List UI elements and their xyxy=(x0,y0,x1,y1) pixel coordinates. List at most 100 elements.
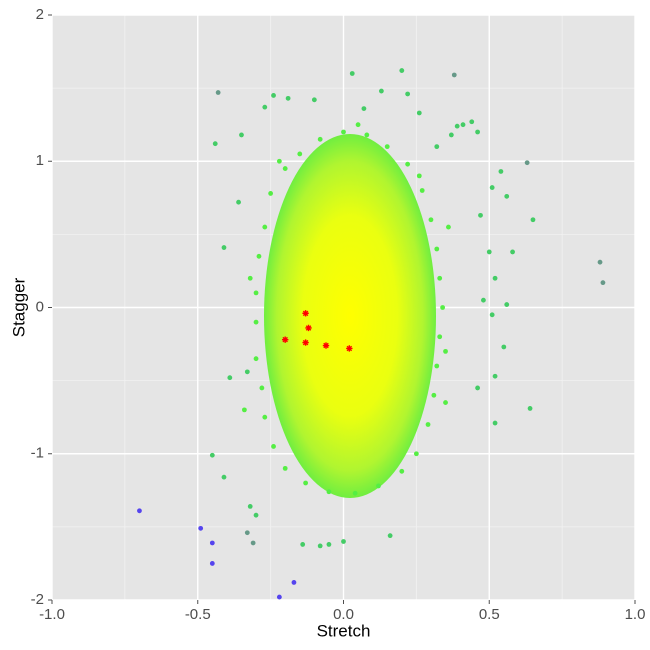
point xyxy=(256,253,262,259)
point xyxy=(341,539,346,544)
point xyxy=(481,297,486,303)
y-tick-label: 2 xyxy=(36,6,44,23)
point xyxy=(501,344,507,350)
point xyxy=(239,132,244,138)
point xyxy=(285,95,291,101)
points xyxy=(137,68,606,600)
point xyxy=(262,414,268,420)
point xyxy=(221,245,227,250)
highlight-point xyxy=(305,324,312,332)
point xyxy=(437,275,443,281)
point xyxy=(419,188,425,193)
point xyxy=(247,275,253,281)
point xyxy=(448,132,454,138)
point xyxy=(376,483,381,489)
point xyxy=(262,224,268,230)
point xyxy=(405,161,411,167)
point xyxy=(443,348,448,354)
highlight-point xyxy=(282,336,289,343)
point xyxy=(399,68,405,73)
point xyxy=(259,385,265,391)
y-tick-label: -2 xyxy=(31,591,44,608)
point xyxy=(492,275,498,281)
y-tick-label: -1 xyxy=(31,445,44,462)
point xyxy=(443,400,448,405)
point xyxy=(209,540,215,546)
point xyxy=(475,129,480,135)
point xyxy=(341,129,346,135)
point xyxy=(241,407,247,413)
x-tick-label: -1.0 xyxy=(39,606,65,623)
point xyxy=(244,369,250,375)
point xyxy=(524,160,530,166)
point xyxy=(253,512,259,518)
point xyxy=(486,249,492,255)
y-tick-label: 0 xyxy=(36,298,44,315)
point xyxy=(364,132,370,138)
point xyxy=(489,312,495,318)
point xyxy=(221,474,227,480)
point xyxy=(425,422,431,427)
point xyxy=(268,191,274,196)
point xyxy=(349,71,355,76)
point xyxy=(227,375,233,381)
point xyxy=(446,224,451,230)
point xyxy=(209,561,215,566)
point xyxy=(387,533,393,539)
point xyxy=(276,158,282,164)
point xyxy=(300,542,306,547)
point xyxy=(451,72,457,78)
point xyxy=(428,217,434,223)
point xyxy=(492,373,498,379)
point xyxy=(489,185,495,190)
point xyxy=(416,173,422,179)
point xyxy=(209,452,215,458)
point xyxy=(454,123,460,129)
point xyxy=(253,290,259,296)
point xyxy=(475,385,480,391)
point xyxy=(498,169,504,174)
point xyxy=(212,141,218,147)
point xyxy=(326,542,332,547)
point xyxy=(247,504,253,509)
point xyxy=(250,540,256,546)
point xyxy=(326,489,332,495)
point xyxy=(416,110,422,116)
axes: -1.0 -0.5 0.0 0.5 1.0 -2 -1 0 1 2 xyxy=(31,6,646,623)
x-tick-label: 0.5 xyxy=(479,606,500,623)
point xyxy=(253,319,259,325)
x-tick-label: 0.0 xyxy=(333,606,354,623)
point xyxy=(317,543,323,549)
point xyxy=(378,88,384,94)
point xyxy=(413,451,419,457)
point xyxy=(434,363,440,369)
x-axis-title: Stretch xyxy=(317,621,371,640)
point xyxy=(440,305,446,310)
point xyxy=(282,166,288,171)
point xyxy=(431,392,437,398)
point xyxy=(137,508,142,514)
highlight-point xyxy=(346,345,353,352)
point xyxy=(271,93,276,98)
y-tick-label: 1 xyxy=(36,152,44,169)
highlight-point xyxy=(302,339,309,346)
point xyxy=(282,465,288,471)
point xyxy=(405,91,411,97)
point xyxy=(399,468,405,474)
highlight-point xyxy=(302,310,309,317)
point xyxy=(244,530,250,536)
point xyxy=(597,259,603,265)
point xyxy=(510,249,515,255)
point xyxy=(253,356,259,362)
point xyxy=(530,217,536,223)
point xyxy=(504,302,510,307)
point xyxy=(271,444,276,449)
point xyxy=(355,122,361,128)
point xyxy=(478,212,483,218)
point xyxy=(504,193,510,199)
point xyxy=(303,480,309,486)
point xyxy=(361,106,367,111)
point xyxy=(352,490,358,496)
point xyxy=(434,246,440,252)
